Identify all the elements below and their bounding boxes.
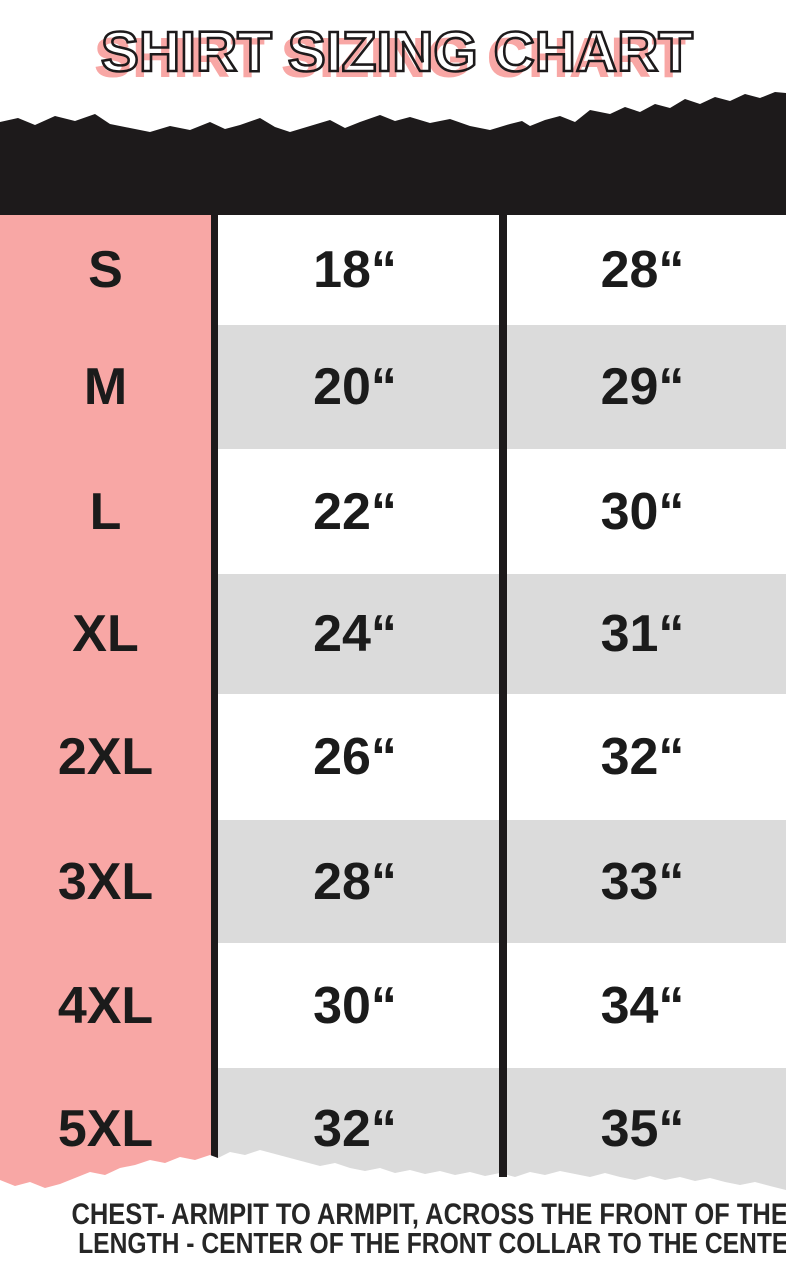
chest-cell: 18“ — [211, 215, 499, 325]
page-title-fill: SHIRT SIZING CHART — [93, 26, 687, 90]
table-row: 3XL 28“ 33“ — [0, 820, 786, 943]
chest-cell: 26“ — [211, 694, 499, 820]
length-cell: 34“ — [499, 943, 786, 1068]
length-cell: 33“ — [499, 820, 786, 943]
chest-cell: 30“ — [211, 943, 499, 1068]
length-definition-note: LENGTH - CENTER OF THE FRONT COLLAR TO T… — [78, 1228, 786, 1260]
size-cell: 4XL — [0, 943, 211, 1068]
chest-cell: 24“ — [211, 574, 499, 694]
table-row: 2XL 26“ 32“ — [0, 694, 786, 820]
chest-cell: 20“ — [211, 325, 499, 449]
size-cell: 3XL — [0, 820, 211, 943]
sizing-table: S 18“ 28“ M 20“ 29“ L 22“ 30“ XL 24“ 31“… — [0, 215, 786, 1190]
length-cell: 31“ — [499, 574, 786, 694]
size-cell: S — [0, 215, 211, 325]
length-cell: 32“ — [499, 694, 786, 820]
size-cell: XL — [0, 574, 211, 694]
chest-cell: 22“ — [211, 449, 499, 574]
size-cell: 2XL — [0, 694, 211, 820]
size-cell: M — [0, 325, 211, 449]
table-row: 4XL 30“ 34“ — [0, 943, 786, 1068]
chest-cell: 28“ — [211, 820, 499, 943]
length-cell: 30“ — [499, 449, 786, 574]
size-cell: L — [0, 449, 211, 574]
table-row: M 20“ 29“ — [0, 325, 786, 449]
table-row: L 22“ 30“ — [0, 449, 786, 574]
page-title-outline: SHIRT SIZING CHART — [100, 19, 695, 86]
divider-size-chest — [211, 213, 218, 1163]
page-title: SHIRT SIZING CHART SHIRT SIZING CHART — [0, 19, 786, 94]
table-row: S 18“ 28“ — [0, 215, 786, 325]
length-cell: 28“ — [499, 215, 786, 325]
length-cell: 29“ — [499, 325, 786, 449]
divider-chest-length — [499, 213, 507, 1177]
length-cell: 35“ — [499, 1068, 786, 1190]
table-row: XL 24“ 31“ — [0, 574, 786, 694]
chest-definition-note: CHEST- ARMPIT TO ARMPIT, ACROSS THE FRON… — [71, 1198, 786, 1231]
